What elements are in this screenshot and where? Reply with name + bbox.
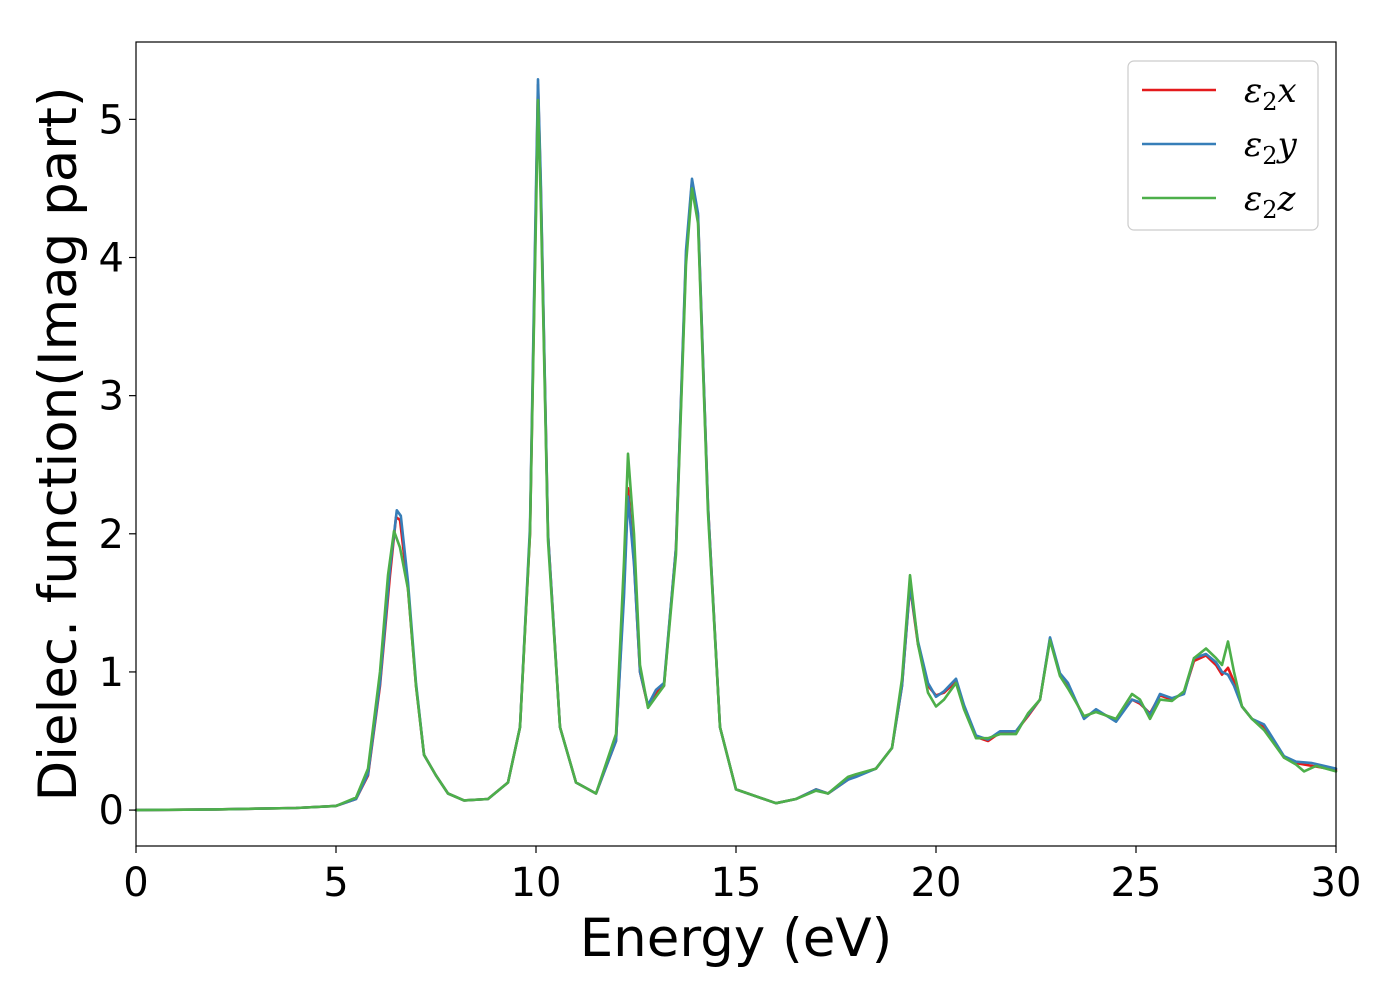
x-tick-label: 0 [123, 860, 148, 906]
y-axis-title: Dielec. function(Imag part) [28, 86, 89, 801]
x-tick-label: 25 [1111, 860, 1162, 906]
x-tick-label: 30 [1311, 860, 1362, 906]
y-tick-label: 0 [99, 788, 124, 834]
x-ticks: 0 5 10 15 20 25 30 [123, 846, 1361, 906]
series-layer [134, 78, 1338, 812]
series-line-z [134, 98, 1338, 812]
x-tick-label: 20 [911, 860, 962, 906]
legend-label-z: ε2z [1244, 179, 1297, 224]
y-ticks: 0 1 2 3 4 5 [99, 97, 136, 834]
x-tick-label: 10 [511, 860, 562, 906]
legend-label-y: ε2y [1244, 125, 1298, 170]
y-tick-label: 5 [99, 97, 124, 143]
legend: ε2x ε2y ε2z [1127, 60, 1319, 231]
legend-box [1127, 60, 1319, 231]
x-tick-label: 15 [711, 860, 762, 906]
plot-frame [135, 41, 1337, 847]
y-tick-label: 1 [99, 650, 124, 696]
y-tick-label: 4 [99, 236, 124, 282]
y-tick-label: 3 [99, 374, 124, 420]
legend-label-x: ε2x [1244, 71, 1297, 116]
y-tick-label: 2 [99, 512, 124, 558]
x-tick-label: 5 [323, 860, 348, 906]
x-axis-title: Energy (eV) [580, 908, 893, 969]
